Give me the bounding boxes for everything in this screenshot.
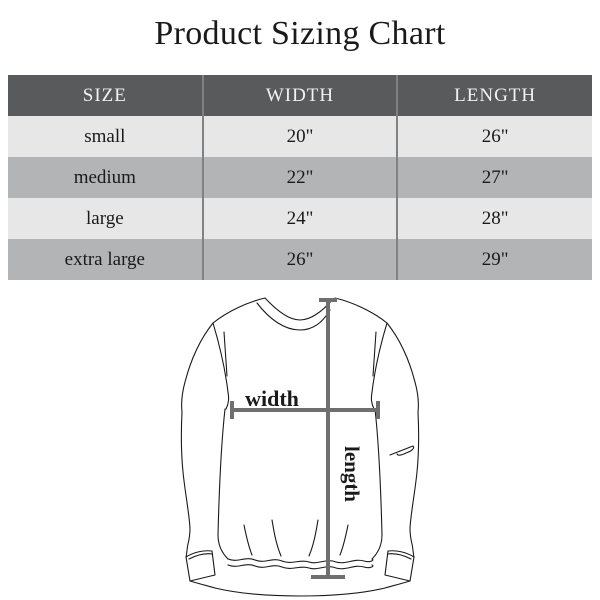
svg-text:width: width [245,386,299,411]
svg-text:length: length [340,446,364,502]
